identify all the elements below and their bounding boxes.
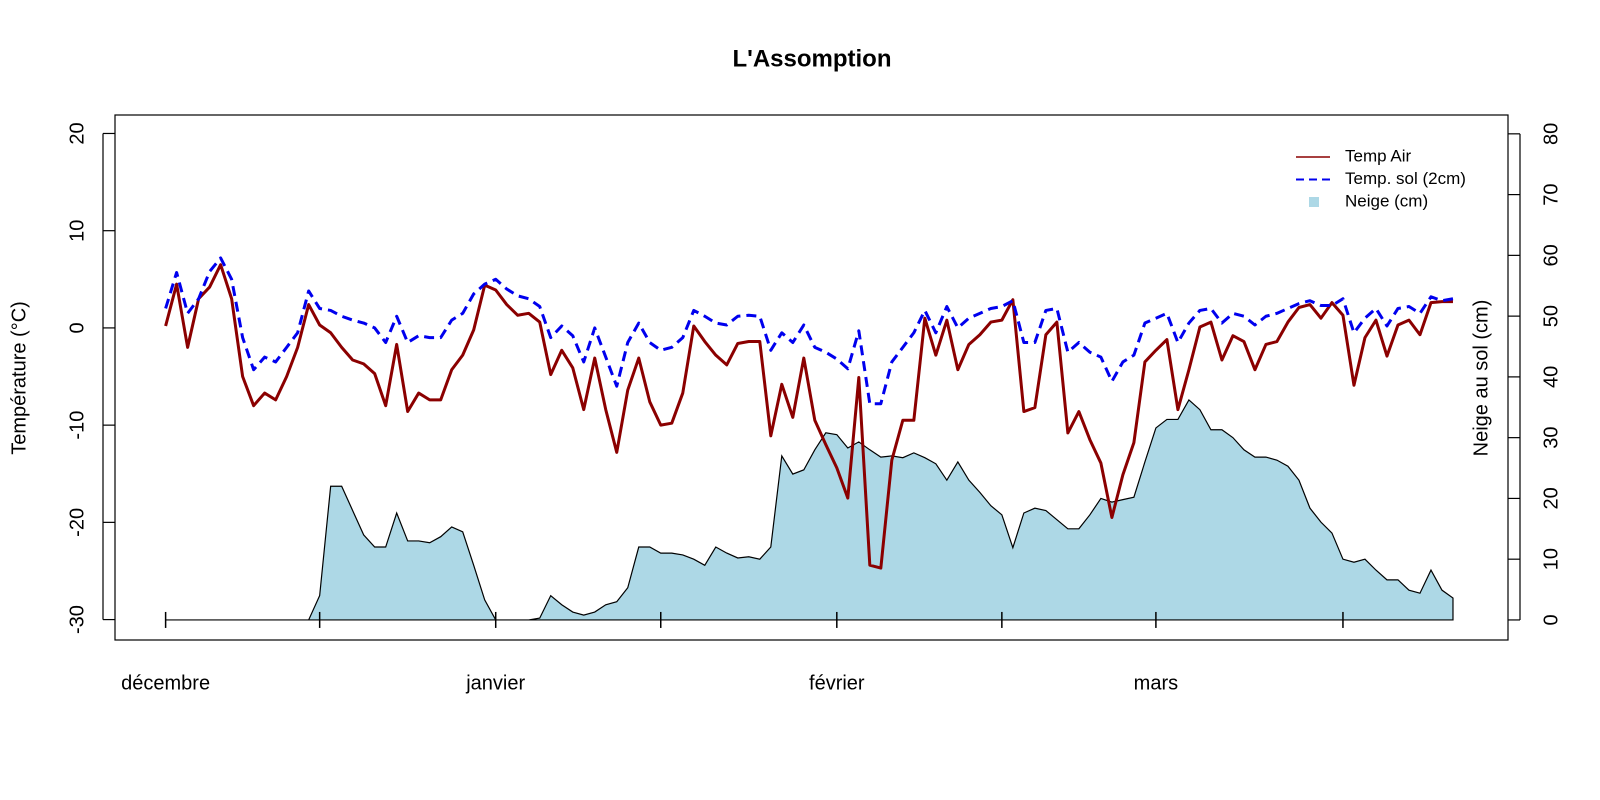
legend-label: Temp Air [1345,146,1411,165]
y-tick-label: -10 [66,411,88,440]
legend-label: Neige (cm) [1345,191,1428,210]
chart-title: L'Assomption [732,45,891,72]
x-tick-label: février [809,672,865,694]
y2-tick-label: 70 [1540,183,1562,205]
snow-area [165,399,1454,621]
y2-tick-label: 60 [1540,244,1562,266]
y2-tick-label: 80 [1540,123,1562,145]
x-tick-label: décembre [121,672,210,694]
y2-tick-label: 10 [1540,548,1562,570]
y2-tick-label: 0 [1540,614,1562,625]
x-tick-label: mars [1134,672,1178,694]
y-tick-label: -30 [66,605,88,634]
x-tick-label: janvier [465,672,525,694]
y2-tick-label: 50 [1540,305,1562,327]
y-axis-label: Température (°C) [8,301,30,455]
y-tick-label: 20 [66,122,88,144]
y-tick-label: 10 [66,220,88,242]
y-tick-label: 0 [66,322,88,333]
y2-axis-label: Neige au sol (cm) [1470,300,1492,457]
series-line [164,256,1454,406]
legend-swatch [1309,197,1319,207]
plot-frame [114,114,1509,641]
series-line [164,263,1453,570]
y-tick-label: -20 [66,508,88,537]
y2-tick-label: 20 [1540,487,1562,509]
y2-tick-label: 30 [1540,427,1562,449]
y2-tick-label: 40 [1540,366,1562,388]
legend-label: Temp. sol (2cm) [1345,169,1466,188]
